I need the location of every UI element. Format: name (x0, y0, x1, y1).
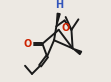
Polygon shape (73, 48, 82, 55)
Polygon shape (56, 13, 60, 26)
Text: H: H (55, 0, 63, 10)
Text: O: O (61, 23, 69, 33)
Text: O: O (24, 39, 32, 49)
